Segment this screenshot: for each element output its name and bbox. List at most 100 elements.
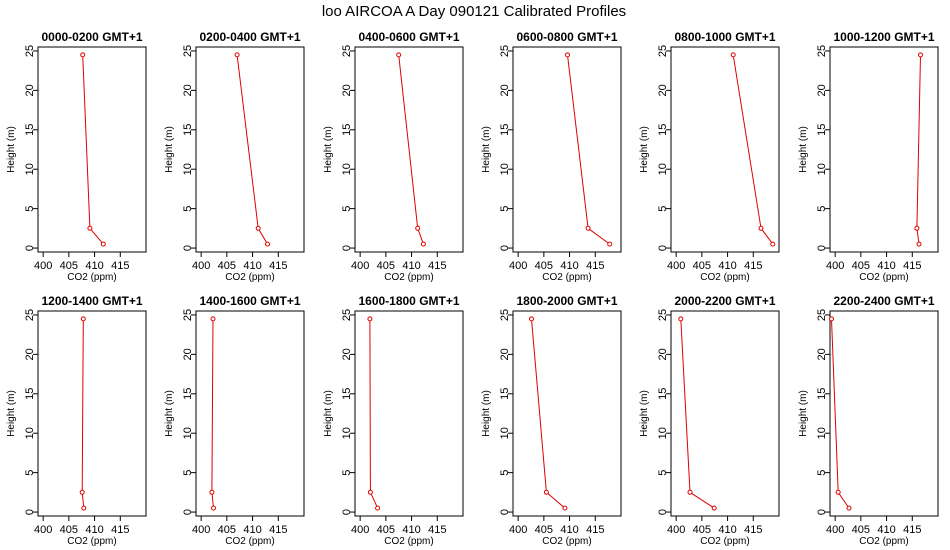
- y-axis-label: Height (m): [798, 390, 809, 437]
- x-tick-label: 405: [852, 260, 870, 272]
- x-tick-label: 405: [377, 524, 395, 536]
- profile-panel: 0000-0200 GMT+1 0 5 10 15 20 25 400 405 410 415CO2…: [6, 30, 147, 283]
- data-point: [80, 316, 86, 322]
- y-tick-label: 20: [182, 84, 194, 96]
- data-point: [770, 241, 776, 247]
- y-tick-label: 5: [499, 206, 511, 212]
- y-tick-label: 0: [499, 509, 511, 515]
- panel-title: 0200-0400 GMT+1: [199, 30, 300, 44]
- profile-panel: 2200-2400 GMT+1 0 5 10 15 20 25 400 405 410 415CO2…: [798, 294, 939, 547]
- y-tick-label: 10: [341, 427, 353, 439]
- data-point: [265, 241, 270, 247]
- x-tick-label: 400: [667, 260, 685, 272]
- x-tick-label: 410: [243, 260, 261, 272]
- x-tick-label: 400: [509, 524, 527, 536]
- y-tick-label: 25: [182, 45, 194, 57]
- profile-panel: 0800-1000 GMT+1 0 5 10 15 20 25 400 405 410 415CO2…: [639, 30, 780, 283]
- data-point: [543, 489, 549, 495]
- y-axis-label: Height (m): [481, 390, 492, 437]
- plot-frame: [512, 46, 622, 253]
- plot-frame: [37, 46, 147, 253]
- y-axis-label: Height (m): [164, 126, 175, 173]
- panel-title: 0600-0800 GMT+1: [516, 30, 617, 44]
- x-tick-label: 410: [560, 524, 578, 536]
- data-point: [918, 52, 923, 58]
- profile-line: [81, 318, 85, 509]
- data-point: [835, 489, 841, 495]
- y-tick-label: 10: [657, 427, 669, 439]
- profile-line: [236, 54, 268, 245]
- y-tick-label: 15: [657, 388, 669, 400]
- x-tick-label: 410: [718, 260, 736, 272]
- x-tick-label: 415: [269, 260, 287, 272]
- x-tick-label: 415: [428, 524, 446, 536]
- x-tick-label: 410: [402, 524, 420, 536]
- x-tick-label: 405: [377, 260, 395, 272]
- x-axis-label: CO2 (ppm): [225, 536, 274, 547]
- profile-panel: 1200-1400 GMT+1 0 5 10 15 20 25 400 405 410 415CO2…: [6, 294, 147, 547]
- plot-frame: [670, 310, 780, 517]
- plot-frame: [512, 310, 622, 517]
- x-tick-label: 415: [111, 524, 129, 536]
- y-tick-label: 0: [816, 245, 828, 251]
- y-tick-label: 20: [182, 348, 194, 360]
- x-tick-label: 400: [192, 524, 210, 536]
- profile-panel: 1600-1800 GMT+1 0 5 10 15 20 25 400 405 410 415CO2…: [323, 294, 464, 547]
- y-tick-label: 20: [657, 348, 669, 360]
- data-point: [711, 505, 717, 511]
- y-tick-label: 25: [816, 309, 828, 321]
- plot-frame: [670, 46, 780, 253]
- x-tick-label: 405: [693, 260, 711, 272]
- y-tick-label: 0: [816, 509, 828, 515]
- data-point: [79, 489, 85, 495]
- profile-line: [916, 54, 921, 245]
- plot-frame: [195, 310, 305, 517]
- x-tick-label: 400: [351, 524, 369, 536]
- data-point: [210, 316, 216, 322]
- profile-line: [531, 318, 566, 509]
- x-tick-label: 415: [586, 524, 604, 536]
- y-tick-label: 20: [341, 348, 353, 360]
- y-axis-label: Height (m): [323, 390, 334, 437]
- main-title: loo AIRCOA A Day 090121 Calibrated Profi…: [322, 3, 626, 20]
- data-point: [730, 52, 736, 58]
- y-tick-label: 25: [816, 45, 828, 57]
- x-tick-label: 400: [667, 524, 685, 536]
- x-tick-label: 405: [693, 524, 711, 536]
- panel-title: 2200-2400 GMT+1: [833, 294, 934, 308]
- data-point: [758, 225, 764, 231]
- x-axis-label: CO2 (ppm): [859, 272, 908, 283]
- data-point: [375, 505, 381, 511]
- profile-line: [398, 54, 424, 245]
- x-tick-label: 410: [718, 524, 736, 536]
- x-tick-label: 415: [744, 524, 762, 536]
- y-axis-label: Height (m): [639, 126, 650, 173]
- x-axis-label: CO2 (ppm): [542, 272, 591, 283]
- y-tick-label: 20: [499, 348, 511, 360]
- data-point: [607, 241, 613, 247]
- y-tick-label: 10: [499, 163, 511, 175]
- y-tick-label: 15: [499, 388, 511, 400]
- y-tick-label: 15: [341, 124, 353, 136]
- x-tick-label: 415: [903, 524, 921, 536]
- y-tick-label: 5: [24, 206, 36, 212]
- x-axis-label: CO2 (ppm): [700, 536, 749, 547]
- plot-frame: [829, 46, 939, 253]
- panel-title: 0000-0200 GMT+1: [41, 30, 142, 44]
- panel-title: 1400-1600 GMT+1: [199, 294, 300, 308]
- y-tick-label: 10: [24, 427, 36, 439]
- y-tick-label: 0: [182, 509, 194, 515]
- y-tick-label: 5: [24, 470, 36, 476]
- data-point: [678, 316, 684, 322]
- x-axis-label: CO2 (ppm): [384, 272, 433, 283]
- y-tick-label: 15: [182, 388, 194, 400]
- profile-panel: 1400-1600 GMT+1 0 5 10 15 20 25 400 405 410 415CO2…: [164, 294, 305, 547]
- data-point: [396, 52, 402, 58]
- data-point: [829, 316, 834, 322]
- profile-panel: 1000-1200 GMT+1 0 5 10 15 20 25 400 405 410 415CO2…: [798, 30, 939, 283]
- plot-frame: [829, 310, 939, 517]
- y-tick-label: 20: [657, 84, 669, 96]
- data-point: [914, 225, 920, 231]
- y-axis-label: Height (m): [6, 126, 17, 173]
- x-tick-label: 405: [60, 524, 78, 536]
